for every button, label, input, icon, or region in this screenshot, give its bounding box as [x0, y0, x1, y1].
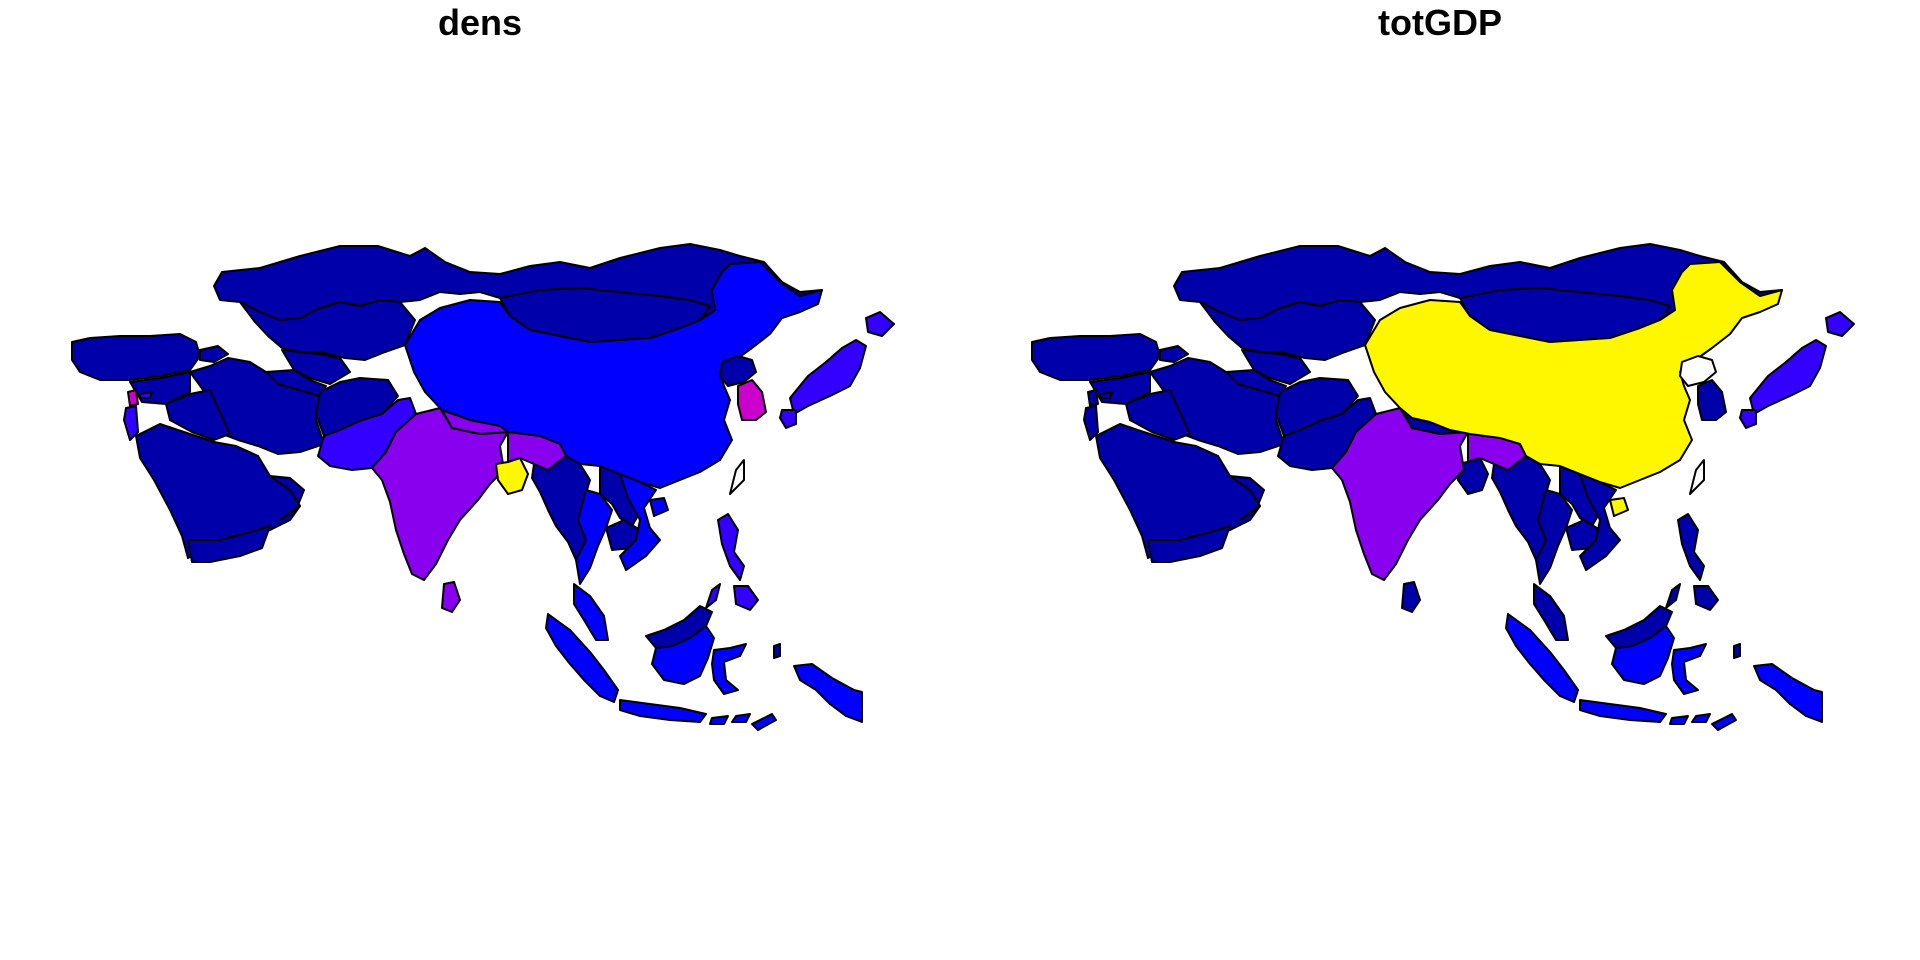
country-lebanon [127, 389, 139, 407]
country-timor [751, 713, 777, 731]
country-java [1579, 699, 1667, 723]
country-timor [1711, 713, 1737, 731]
country-malaysia [1533, 583, 1569, 641]
country-iraq [165, 389, 231, 441]
country-kyushu [779, 409, 797, 429]
country-south-korea [737, 379, 767, 421]
country-caucasus [1159, 345, 1189, 363]
country-sri-lanka [441, 581, 461, 613]
country-philippines-s [1665, 583, 1719, 611]
panel-title: totGDP [1378, 2, 1502, 43]
choropleth-map [1031, 243, 1855, 731]
country-yemen [1147, 525, 1231, 563]
country-philippines-n [1677, 513, 1705, 581]
country-philippines-n [717, 513, 745, 581]
country-hokkaido [1825, 311, 1855, 337]
country-taiwan [729, 459, 745, 495]
country-vietnam [619, 473, 661, 571]
country-hokkaido [865, 311, 895, 337]
country-java [619, 699, 707, 723]
country-yemen [187, 525, 271, 563]
country-india [1331, 407, 1469, 581]
panel-title: dens [437, 2, 523, 43]
country-bangladesh [495, 457, 529, 495]
country-sulawesi [711, 643, 747, 695]
country-vietnam [1579, 473, 1621, 571]
country-cyprus [1099, 391, 1113, 399]
country-png [1733, 643, 1741, 659]
country-malaysia [573, 583, 609, 641]
country-south-korea [1697, 379, 1727, 421]
country-japan-main [789, 339, 867, 415]
country-kazakhstan [1199, 299, 1376, 361]
country-philippines-s [705, 583, 759, 611]
country-thailand [575, 489, 613, 585]
country-arabia [135, 423, 301, 559]
country-turkey [71, 333, 201, 381]
country-papua [1753, 663, 1823, 723]
country-japan-main [1749, 339, 1827, 415]
country-taiwan [1689, 459, 1705, 495]
country-thailand [1535, 489, 1573, 585]
country-borneo-south [1611, 625, 1675, 685]
country-israel [123, 405, 139, 441]
country-lesser-sunda [709, 713, 751, 725]
map-panel-totgdp: totGDP [960, 0, 1920, 960]
country-borneo-south [651, 625, 715, 685]
country-papua [793, 663, 863, 723]
country-china [1364, 261, 1783, 489]
country-arabia [1095, 423, 1261, 559]
country-caucasus [199, 345, 229, 363]
country-turkey [1031, 333, 1161, 381]
country-png [773, 643, 781, 659]
country-sri-lanka [1401, 581, 1421, 613]
country-oman [269, 475, 305, 521]
country-hainan [649, 497, 669, 517]
country-iraq [1125, 389, 1191, 441]
country-kazakhstan [239, 299, 416, 361]
country-oman [1229, 475, 1265, 521]
country-cyprus [139, 391, 153, 399]
choropleth-map [71, 243, 895, 731]
country-kyushu [1739, 409, 1757, 429]
country-israel [1083, 405, 1099, 441]
country-north-korea [1679, 355, 1717, 387]
country-north-korea [719, 355, 757, 387]
country-hainan [1609, 497, 1629, 517]
country-lebanon [1087, 389, 1099, 407]
country-sumatra [1505, 613, 1579, 703]
country-sulawesi [1671, 643, 1707, 695]
country-sumatra [545, 613, 619, 703]
map-panel-dens: dens [71, 2, 895, 731]
country-lesser-sunda [1669, 713, 1711, 725]
